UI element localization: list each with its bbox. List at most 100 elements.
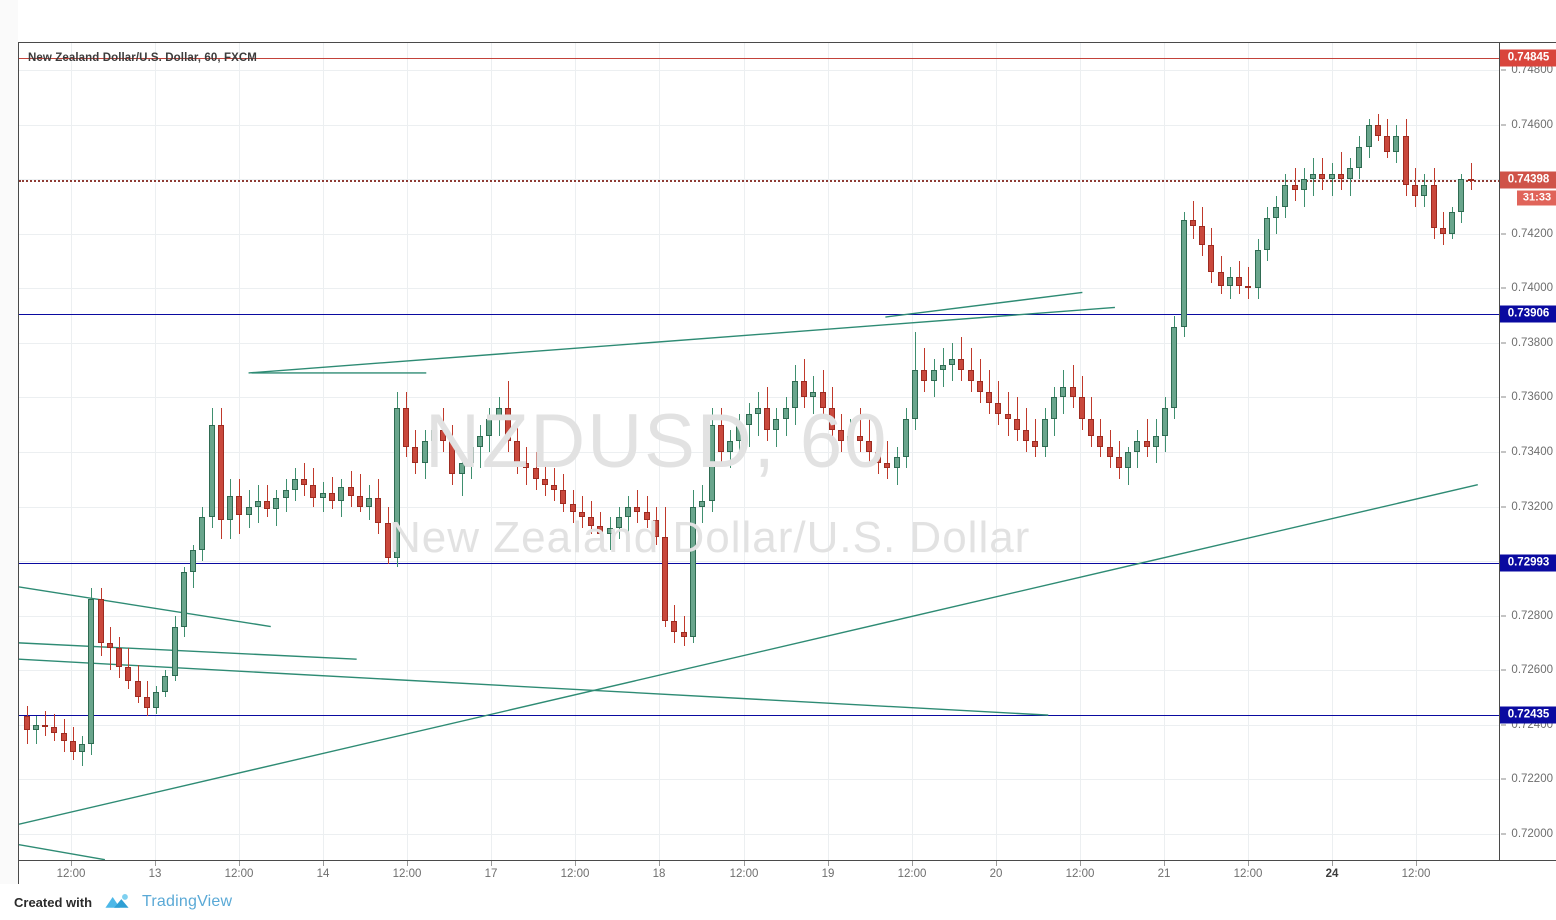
candle-body-bullish	[782, 408, 790, 420]
candle-body-bearish	[920, 370, 928, 382]
time-axis-tick-mark	[323, 861, 324, 866]
candle-body-bullish	[161, 675, 169, 692]
time-axis-label: 20	[989, 868, 1003, 880]
time-axis-label: 12:00	[1233, 868, 1263, 880]
candle-body-bearish	[106, 642, 114, 649]
level-badge-073906[interactable]: 0.73906	[1500, 305, 1556, 323]
time-axis-tick-mark	[1416, 861, 1417, 866]
candle-body-bearish	[143, 697, 151, 709]
chart-plot-area[interactable]: NZDUSD, 60 New Zealand Dollar/U.S. Dolla…	[18, 42, 1500, 861]
time-axis-tick-mark	[828, 861, 829, 866]
candle-body-bearish	[985, 392, 993, 403]
candle-wick	[749, 402, 750, 447]
candle-body-bullish	[1328, 173, 1336, 180]
time-axis-label: 12:00	[897, 868, 927, 880]
time-axis-label: 18	[652, 868, 666, 880]
candle-body-bearish	[717, 424, 725, 452]
candle-wick	[480, 424, 481, 469]
tick-mark	[1501, 342, 1507, 344]
candle-body-bearish	[1189, 220, 1197, 226]
candle-body-bullish	[809, 392, 817, 398]
candle-body-bullish	[726, 441, 734, 452]
grid-line-vertical	[996, 43, 997, 861]
candle-body-bearish	[1207, 244, 1215, 273]
price-axis-tick: 0.72000	[1501, 828, 1553, 840]
candle-body-bullish	[180, 571, 188, 627]
candle-body-bearish	[994, 402, 1002, 414]
price-axis-tick: 0.74200	[1501, 228, 1553, 240]
lower-rising-channel[interactable]	[248, 306, 1115, 374]
time-axis-label: 19	[821, 868, 835, 880]
tick-mark	[1501, 506, 1507, 508]
candle-body-bearish	[541, 479, 549, 485]
candle-wick	[36, 716, 37, 744]
candle-body-bullish	[319, 492, 327, 499]
price-axis[interactable]: 0.74800 0.74600 0.74200 0.74000 0.73800 0.736…	[1499, 42, 1556, 861]
descending-long[interactable]	[19, 658, 1049, 716]
descending-upper[interactable]	[19, 586, 271, 628]
countdown-badge[interactable]: 31:33	[1517, 190, 1556, 206]
candle-body-bearish	[1078, 397, 1086, 420]
candle-wick	[462, 452, 463, 496]
candle-body-bullish	[606, 528, 614, 534]
candle-body-bullish	[1392, 135, 1400, 153]
level-badge-072435[interactable]: 0.72435	[1500, 706, 1556, 724]
candle-body-bearish	[837, 430, 845, 442]
time-axis-label: 17	[484, 868, 498, 880]
candle-body-bullish	[495, 408, 503, 420]
candle-body-bearish	[680, 631, 688, 638]
price-level-line[interactable]	[19, 715, 1500, 717]
candle-body-bearish	[300, 479, 308, 485]
chart-frame: NZDUSD, 60 New Zealand Dollar/U.S. Dolla…	[18, 42, 1556, 892]
candle-body-bearish	[1087, 419, 1095, 436]
candle-body-bullish	[624, 506, 632, 518]
resistance-level-badge[interactable]: 0.74845	[1500, 49, 1556, 67]
ascending-major[interactable]	[19, 484, 1478, 825]
candle-body-bullish	[485, 419, 493, 436]
grid-line-horizontal	[19, 342, 1500, 344]
candle-body-bullish	[1420, 184, 1428, 196]
candle-body-bearish	[652, 520, 660, 537]
candle-wick	[758, 392, 759, 436]
time-axis-label: 12:00	[56, 868, 86, 880]
descending-mid[interactable]	[19, 642, 357, 660]
time-axis-tick-mark	[491, 861, 492, 866]
candle-body-bullish	[1170, 326, 1178, 409]
candle-wick	[878, 430, 879, 474]
candle-body-bearish	[217, 424, 225, 521]
candle-body-bullish	[198, 517, 206, 551]
candle-body-bullish	[208, 424, 216, 518]
candle-body-bullish	[1161, 408, 1169, 436]
candle-body-bullish	[1457, 179, 1465, 213]
candle-wick	[887, 441, 888, 480]
time-axis-tick-mark	[155, 861, 156, 866]
time-axis-label: 12:00	[1065, 868, 1095, 880]
upper-rising-channel[interactable]	[885, 291, 1083, 318]
level-badge-072993[interactable]: 0.72993	[1500, 554, 1556, 572]
candle-body-bearish	[411, 446, 419, 463]
grid-line-horizontal	[19, 452, 1500, 453]
time-axis-tick-mark	[912, 861, 913, 866]
price-level-line[interactable]	[19, 314, 1500, 316]
candle-body-bearish	[1031, 441, 1039, 447]
time-axis-tick-mark	[996, 861, 997, 866]
time-axis-tick-mark	[575, 861, 576, 866]
time-axis-label: 12:00	[729, 868, 759, 880]
candle-body-bullish	[902, 419, 910, 458]
price-level-line[interactable]	[19, 562, 1500, 564]
time-axis-tick-mark	[1248, 861, 1249, 866]
candle-body-bullish	[1124, 452, 1132, 469]
price-level-line[interactable]	[19, 57, 1500, 59]
candle-body-bearish	[800, 381, 808, 398]
candle-body-bullish	[1448, 212, 1456, 234]
candle-body-bearish	[60, 732, 68, 742]
tick-mark	[1501, 615, 1507, 617]
last-price-badge[interactable]: 0.74398	[1500, 171, 1556, 189]
price-level-line[interactable]	[19, 179, 1500, 182]
time-axis-label: 12:00	[1401, 868, 1431, 880]
candle-body-bearish	[439, 430, 447, 442]
ascending-lower[interactable]	[19, 843, 106, 861]
tick-mark	[1501, 233, 1507, 235]
candle-body-bearish	[1383, 135, 1391, 153]
grid-line-horizontal	[19, 397, 1500, 399]
